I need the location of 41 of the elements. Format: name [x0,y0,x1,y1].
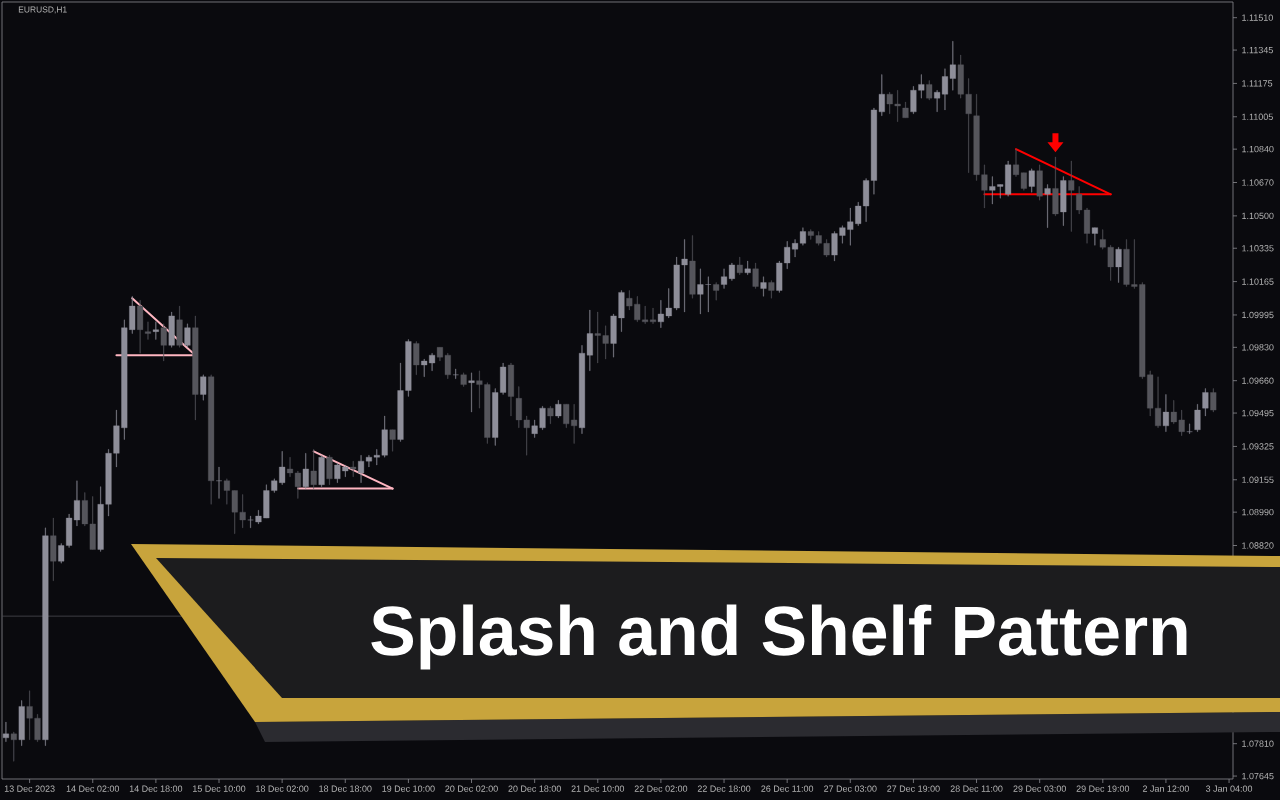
x-tick-label: 28 Dec 11:00 [950,785,1003,792]
x-tick-label: 14 Dec 18:00 [129,785,183,792]
x-tick-label: 21 Dec 10:00 [571,785,625,792]
text: Splash and Shelf Pattern [371,604,1187,670]
y-tick-label: 1.07645 [1242,772,1274,780]
y-tick-label: 1.08820 [1242,542,1274,549]
y-tick-label: 1.09325 [1242,443,1274,450]
y-tick-label: 1.11345 [1242,46,1273,54]
x-tick-label: 2 Jan 12:00 [1142,785,1189,792]
y-tick-label: 1.10335 [1242,245,1274,252]
x-tick-label: 29 Dec 19:00 [1076,785,1130,792]
x-tick-label: 22 Dec 18:00 [697,785,751,792]
y-tick-label: 1.09155 [1242,476,1274,483]
x-tick-label: 29 Dec 03:00 [1013,785,1066,792]
y-tick-label: 1.07810 [1242,740,1274,747]
y-tick-label: 1.10165 [1242,278,1274,285]
x-tick-label: 27 Dec 03:00 [824,785,877,792]
x-tick-label: 26 Dec 11:00 [761,785,814,792]
x-tick-label: 14 Dec 02:00 [66,785,120,792]
y-tick-label: 1.09830 [1242,344,1274,351]
x-tick-label: 22 Dec 02:00 [634,785,688,792]
y-tick-label: 1.10500 [1242,212,1274,220]
y-tick-label: 1.09495 [1242,409,1274,417]
y-tick-label: 1.10670 [1242,179,1274,186]
y-tick-label: 1.09995 [1242,311,1274,319]
y-tick-label: 1.11175 [1242,80,1273,87]
y-tick-label: 1.11510 [1242,14,1273,21]
x-tick-label: 15 Dec 10:00 [193,785,246,792]
y-tick-label: 1.08990 [1242,508,1274,516]
y-tick-label: 1.09660 [1242,377,1274,384]
x-tick-label: 20 Dec 02:00 [445,785,498,792]
y-tick-label: 1.10840 [1242,145,1274,153]
x-tick-label: 13 Dec 2023 [4,785,55,792]
x-tick-label: 3 Jan 04:00 [1205,785,1253,792]
x-tick-label: 18 Dec 18:00 [319,785,372,792]
x-tick-label: 20 Dec 18:00 [508,785,561,792]
annotation: EURUSD,H1 [18,6,67,14]
x-tick-label: 19 Dec 10:00 [382,785,435,792]
y-tick-label: 1.11005 [1242,113,1273,120]
x-tick-label: 27 Dec 19:00 [887,785,940,792]
x-tick-label: 18 Dec 02:00 [256,785,309,792]
